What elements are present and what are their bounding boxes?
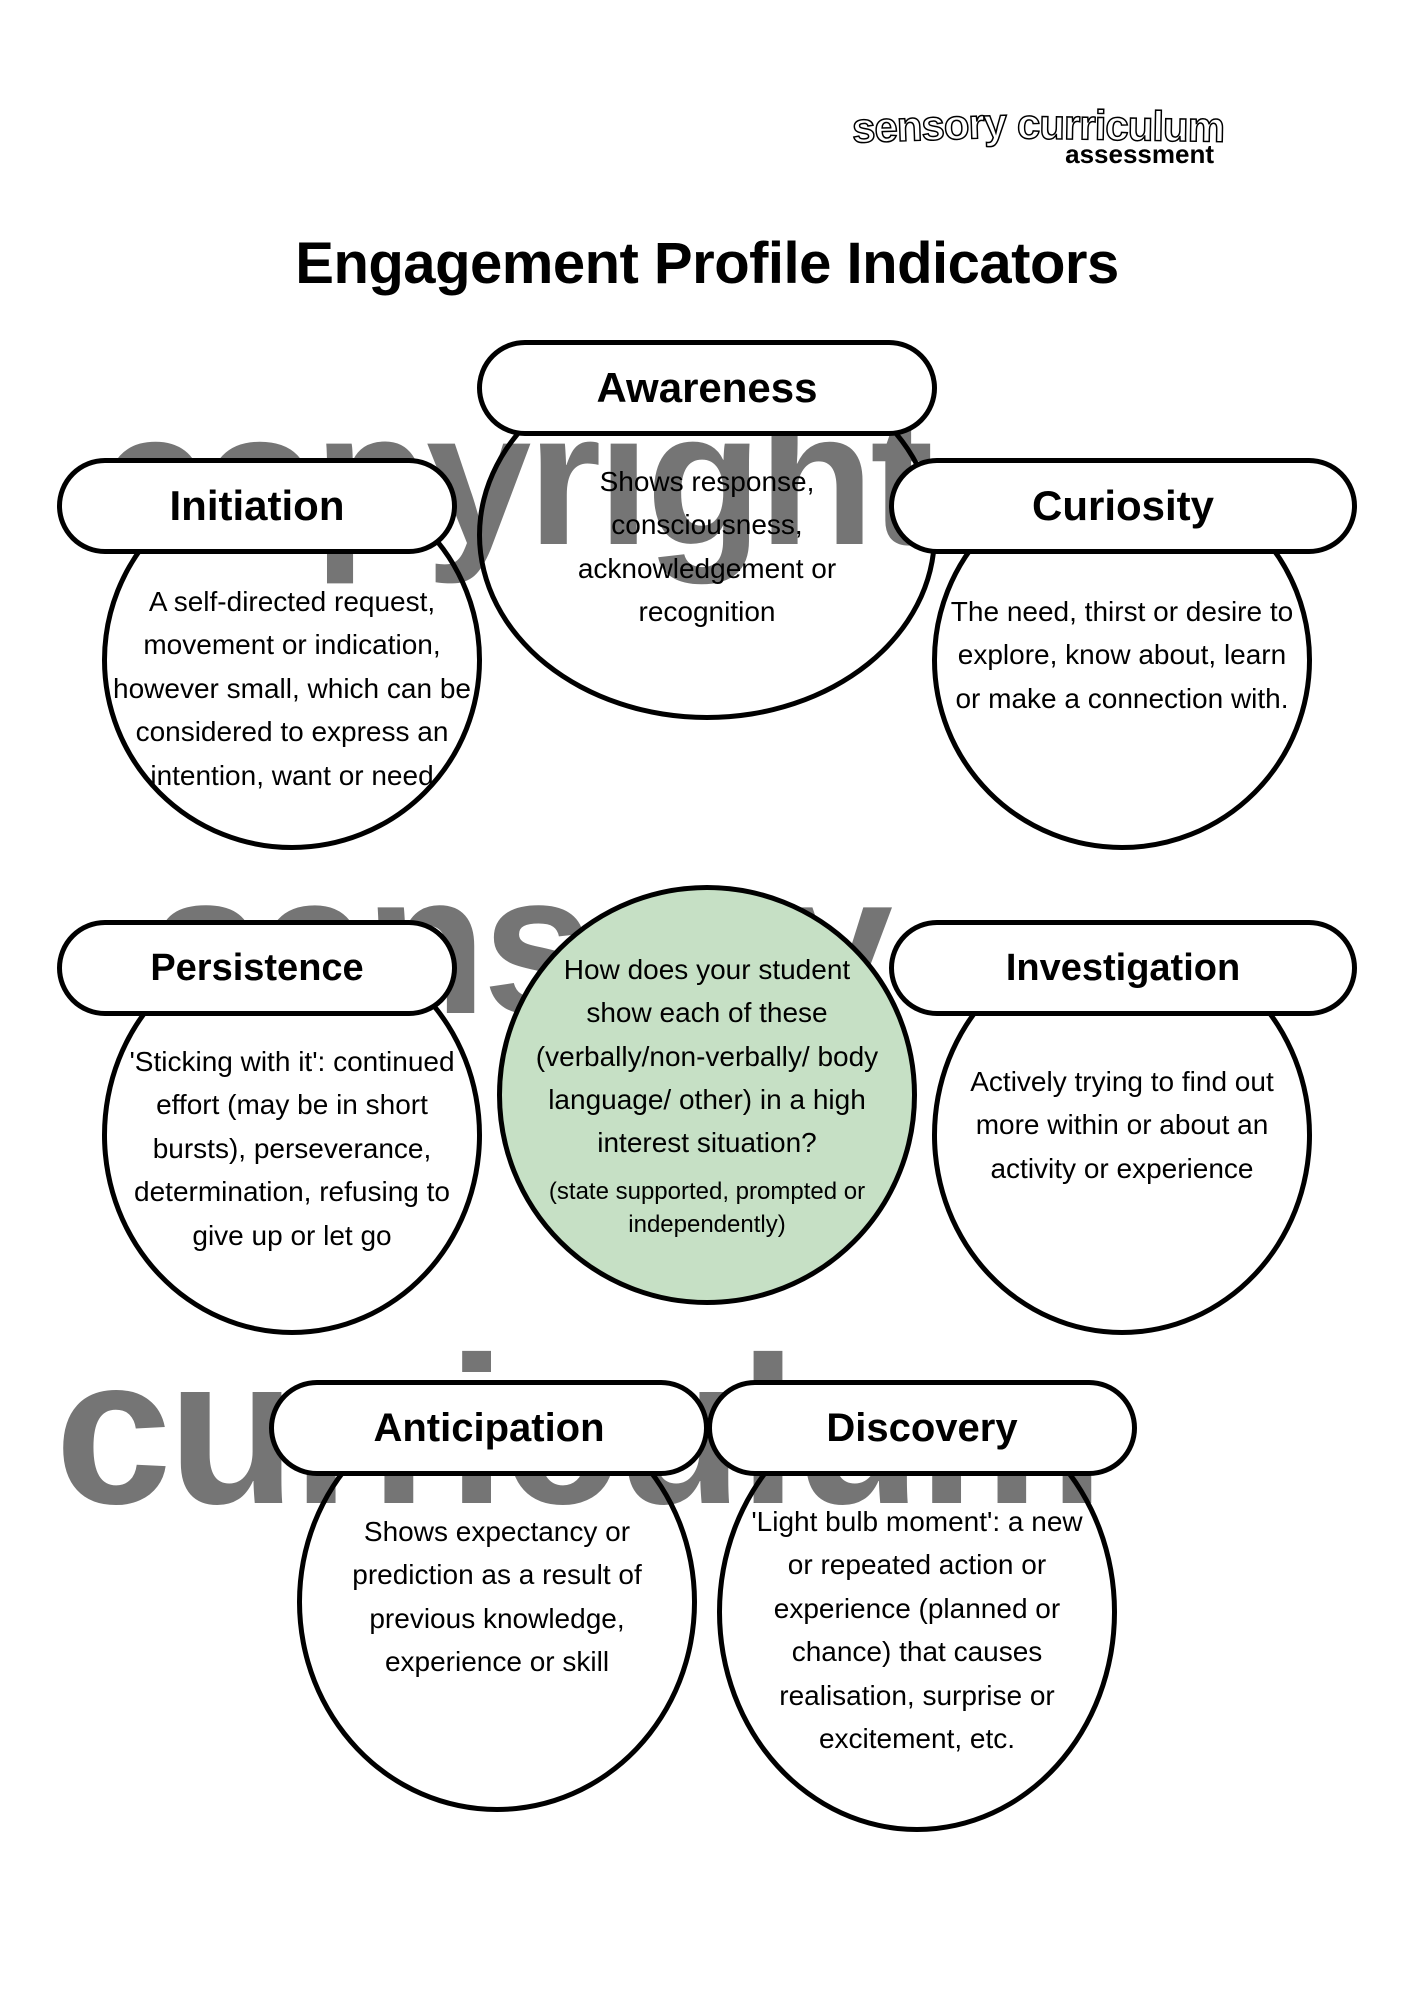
center-prompt-main: How does your student show each of these… — [532, 948, 882, 1165]
node-awareness-label: Awareness — [477, 340, 937, 436]
node-anticipation-desc: Shows expectancy or prediction as a resu… — [317, 1510, 677, 1684]
node-investigation-label: Investigation — [889, 920, 1357, 1016]
node-investigation-desc: Actively trying to find out more within … — [942, 1060, 1302, 1190]
node-curiosity-label: Curiosity — [889, 458, 1357, 554]
node-anticipation-label: Anticipation — [269, 1380, 709, 1476]
center-prompt: How does your student show each of these… — [497, 885, 917, 1305]
node-initiation-label: Initiation — [57, 458, 457, 554]
node-curiosity-desc: The need, thirst or desire to explore, k… — [942, 590, 1302, 720]
node-discovery-label: Discovery — [707, 1380, 1137, 1476]
node-persistence-label: Persistence — [57, 920, 457, 1016]
node-persistence-desc: 'Sticking with it': continued effort (ma… — [112, 1040, 472, 1257]
node-initiation-desc: A self-directed request, movement or ind… — [112, 580, 472, 797]
center-prompt-sub: (state supported, prompted or independen… — [532, 1175, 882, 1242]
logo-word-2: curriculum — [1017, 103, 1225, 149]
node-awareness-desc: Shows response, consciousness, acknowled… — [527, 460, 887, 634]
brand-logo: sensory curriculum assessment — [852, 105, 1224, 167]
page-title: Engagement Profile Indicators — [0, 230, 1414, 297]
node-discovery-desc: 'Light bulb moment': a new or repeated a… — [737, 1500, 1097, 1760]
engagement-diagram: Awareness Shows response, consciousness,… — [57, 340, 1357, 1900]
logo-word-1: sensory — [852, 102, 1007, 149]
